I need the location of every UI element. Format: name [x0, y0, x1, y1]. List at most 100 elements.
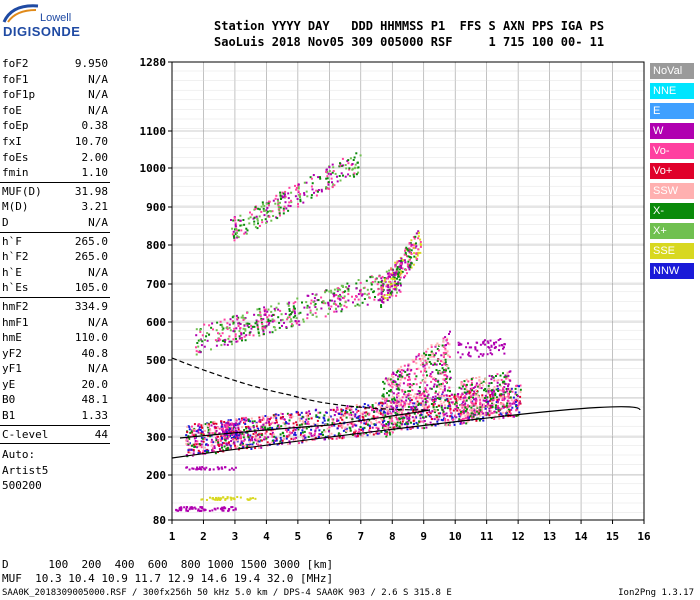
echo-point	[292, 308, 295, 311]
echo-point	[401, 270, 404, 273]
echo-point	[461, 413, 464, 416]
echo-point	[467, 417, 470, 419]
echo-point	[466, 413, 469, 416]
echo-point	[410, 408, 413, 411]
echo-point	[416, 257, 419, 260]
echo-point	[432, 378, 435, 381]
echo-point	[257, 440, 260, 443]
echo-point	[366, 412, 369, 415]
echo-point	[444, 368, 447, 371]
echo-point	[302, 320, 305, 323]
echo-point	[424, 403, 427, 406]
echo-point	[265, 212, 268, 215]
echo-point	[427, 393, 430, 396]
param-value: 265.0	[74, 250, 108, 264]
echo-point	[191, 507, 194, 510]
echo-point	[212, 450, 215, 452]
echo-point	[222, 430, 224, 433]
legend-item-w: W	[650, 123, 694, 139]
echo-point	[411, 384, 414, 387]
echo-point	[377, 281, 380, 284]
echo-point	[487, 392, 490, 395]
echo-point	[290, 416, 293, 419]
echo-point	[265, 321, 268, 323]
echo-point	[339, 433, 342, 436]
echo-point	[432, 399, 435, 401]
echo-point	[404, 391, 407, 393]
echo-point	[493, 411, 495, 414]
echo-point	[412, 236, 415, 238]
echo-point	[403, 276, 406, 279]
param-value: 9.950	[74, 57, 108, 70]
echo-point	[285, 326, 288, 329]
echo-point	[290, 318, 293, 321]
echo-point	[288, 316, 291, 319]
echo-point	[343, 413, 346, 416]
echo-point	[381, 394, 384, 397]
echo-point	[423, 352, 425, 355]
echo-point	[440, 404, 443, 407]
echo-point	[201, 431, 204, 434]
echo-point	[509, 379, 512, 382]
echo-point	[457, 351, 460, 354]
echo-point	[408, 256, 411, 258]
echo-point	[231, 436, 234, 439]
echo-point	[352, 411, 355, 414]
echo-point	[509, 370, 512, 373]
echo-point	[287, 434, 290, 437]
echo-point	[347, 288, 350, 291]
echo-point	[342, 286, 345, 288]
echo-point	[378, 432, 381, 435]
echo-point	[246, 229, 249, 232]
echo-point	[411, 359, 414, 362]
echo-point	[338, 295, 341, 297]
echo-point	[274, 415, 277, 418]
echo-point	[418, 386, 421, 389]
echo-point	[383, 424, 385, 427]
echo-point	[228, 323, 231, 326]
echo-point	[208, 428, 211, 431]
echo-point	[455, 408, 457, 411]
echo-point	[413, 237, 416, 240]
echo-point	[441, 393, 444, 396]
echo-point	[185, 509, 188, 512]
echo-point	[435, 409, 438, 412]
echo-point	[388, 418, 391, 421]
echo-point	[497, 339, 500, 342]
echo-point	[255, 215, 258, 218]
echo-point	[309, 176, 312, 179]
echo-point	[282, 212, 285, 215]
echo-point	[339, 416, 342, 419]
echo-point	[228, 443, 231, 446]
echo-point	[238, 437, 241, 439]
echo-point	[353, 298, 356, 301]
echo-point	[461, 422, 464, 425]
echo-point	[445, 339, 448, 341]
echo-point	[478, 408, 481, 411]
echo-point	[285, 207, 288, 210]
param-value: N/A	[88, 315, 108, 329]
echo-point	[307, 414, 310, 417]
echo-point	[394, 264, 397, 267]
echo-point	[479, 398, 482, 401]
echo-point	[399, 284, 402, 287]
echo-point	[426, 406, 429, 409]
echo-point	[389, 426, 392, 429]
echo-point	[215, 429, 218, 432]
echo-point	[273, 422, 276, 424]
echo-point	[400, 259, 403, 262]
echo-point	[220, 344, 223, 347]
echo-point	[212, 328, 214, 331]
echo-point	[294, 314, 297, 317]
echo-point	[475, 410, 478, 413]
echo-point	[294, 301, 297, 304]
echo-point	[486, 353, 489, 356]
echo-point	[389, 427, 391, 430]
echo-point	[254, 206, 257, 209]
echo-point	[236, 229, 239, 232]
echo-point	[389, 384, 392, 387]
echo-point	[413, 252, 416, 255]
echo-point	[393, 278, 396, 281]
echo-point	[221, 437, 223, 440]
echo-point	[199, 444, 202, 447]
